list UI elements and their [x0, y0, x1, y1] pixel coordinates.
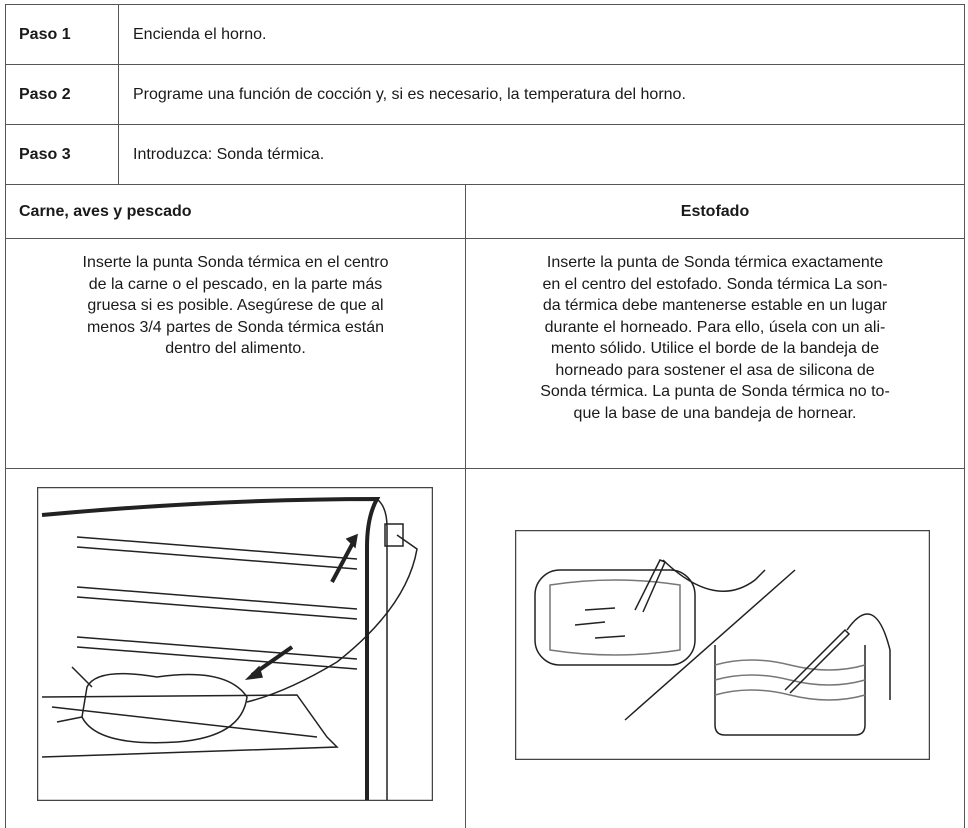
text-line: que la base de una bandeja de hornear.: [573, 404, 857, 422]
column-heading: Carne, aves y pescado: [5, 184, 466, 239]
text-line: da térmica debe mantenerse estable en un…: [542, 297, 888, 314]
text-line: dentro del alimento.: [165, 340, 306, 357]
text-line: gruesa si es posible. Asegúrese de que a…: [87, 297, 384, 314]
text-line: de la carne o el pescado, en la parte má…: [88, 275, 383, 293]
text-line: horneado para sostener el asa de silicon…: [555, 361, 875, 379]
column-text: Inserte la punta Sonda térmica en el cen…: [5, 238, 466, 469]
step-label: Paso 2: [5, 64, 119, 125]
step-text: Encienda el horno.: [118, 4, 965, 65]
step-text: Programe una función de cocción y, si es…: [118, 64, 965, 125]
image-cell: [465, 468, 965, 828]
text-line: Sonda térmica. La punta de Sonda térmica…: [540, 383, 890, 400]
stew-illustration: [515, 530, 930, 760]
text-line: Inserte la punta Sonda térmica en el cen…: [82, 254, 389, 271]
oven-illustration: [37, 487, 433, 801]
column-heading: Estofado: [465, 184, 965, 239]
text-line: Inserte la punta de Sonda térmica exacta…: [546, 254, 884, 271]
text-line: durante el horneado. Para ello, úsela co…: [544, 318, 886, 336]
step-label: Paso 1: [5, 4, 119, 65]
text-line: menos 3/4 partes de Sonda térmica están: [86, 318, 385, 336]
text-line: mento sólido. Utilice el borde de la ban…: [550, 340, 880, 357]
step-label: Paso 3: [5, 124, 119, 185]
text-line: en el centro del estofado. Sonda térmica…: [542, 275, 888, 293]
column-text: Inserte la punta de Sonda térmica exacta…: [465, 238, 965, 469]
step-text: Introduzca: Sonda térmica.: [118, 124, 965, 185]
